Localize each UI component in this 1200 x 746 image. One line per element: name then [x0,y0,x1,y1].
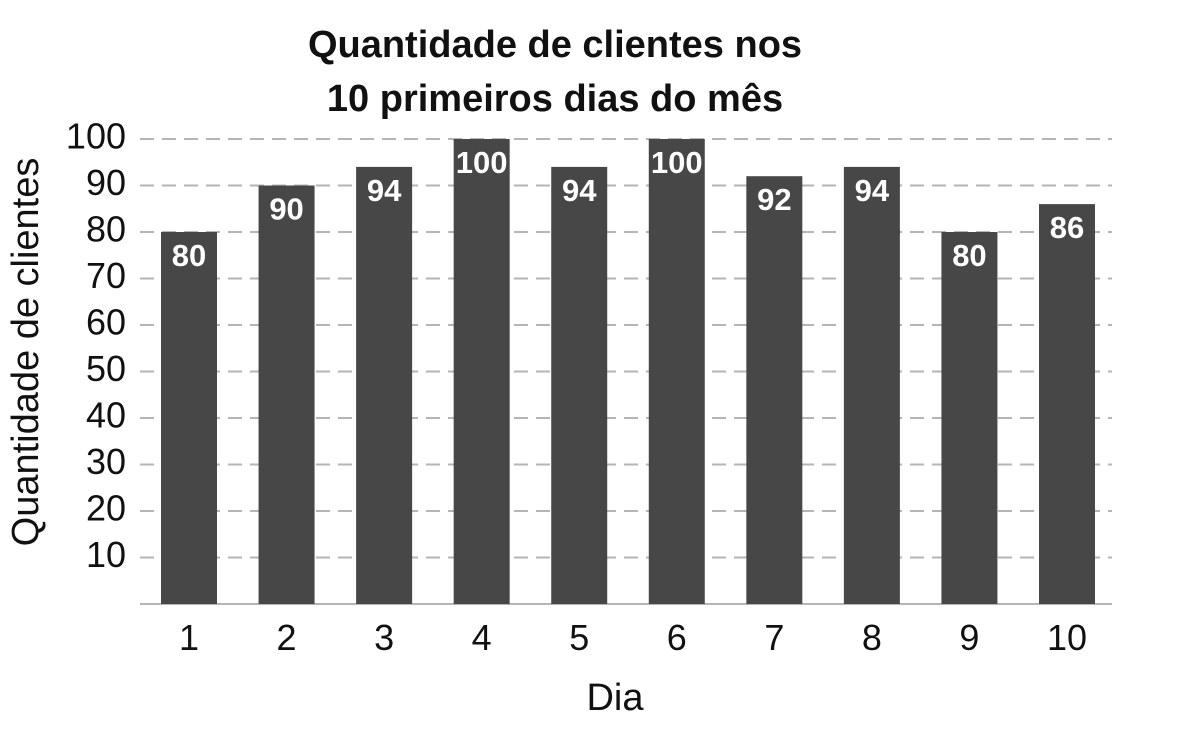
bar-value-label: 94 [562,173,597,208]
y-tick-label: 100 [66,116,126,157]
y-tick-label: 70 [86,255,126,296]
x-tick-label: 9 [959,617,979,658]
chart-title-line-2: 10 primeiros dias do mês [326,78,784,120]
bar [453,139,510,604]
x-tick-label: 7 [764,617,784,658]
bar-value-label: 80 [172,238,206,273]
bar [1039,204,1095,604]
y-tick-label: 90 [86,162,126,203]
y-tick-label: 30 [86,441,126,482]
y-axis-label: Quantidade de clientes [5,158,47,547]
y-tick-label: 60 [86,302,126,343]
bar-value-label: 92 [757,182,791,217]
x-tick-label: 6 [667,617,687,658]
x-axis-label: Dia [586,677,644,719]
bar [258,185,315,604]
x-tick-label: 10 [1047,617,1087,658]
bar-value-label: 100 [456,145,508,180]
x-axis-ticks: 1 2 3 4 5 6 7 8 9 10 [179,617,1087,658]
bar [648,139,705,604]
bar-value-label: 86 [1050,210,1084,245]
bar [746,176,803,604]
y-axis-ticks: 10 20 30 40 50 60 70 80 90 100 [66,116,126,576]
x-tick-label: 2 [277,617,297,658]
bar-value-label: 100 [651,145,703,180]
x-tick-label: 3 [374,617,394,658]
y-tick-label: 80 [86,209,126,250]
bars: 80 90 94 100 94 100 92 94 80 86 [161,139,1095,604]
bar-value-label: 90 [269,192,303,227]
bar-value-label: 94 [855,173,890,208]
bar [843,166,900,604]
y-tick-label: 10 [86,534,126,575]
x-tick-label: 8 [862,617,882,658]
x-tick-label: 4 [472,617,492,658]
y-tick-label: 20 [86,488,126,529]
chart-title-line-1: Quantidade de clientes nos [307,24,803,66]
x-tick-label: 5 [569,617,589,658]
y-tick-label: 40 [86,395,126,436]
bar [941,232,998,604]
x-tick-label: 1 [179,617,199,658]
bar-value-label: 94 [367,173,402,208]
bar [161,232,217,604]
y-tick-label: 50 [86,348,126,389]
bar [551,166,608,604]
bar [356,166,413,604]
bar-value-label: 80 [952,238,986,273]
